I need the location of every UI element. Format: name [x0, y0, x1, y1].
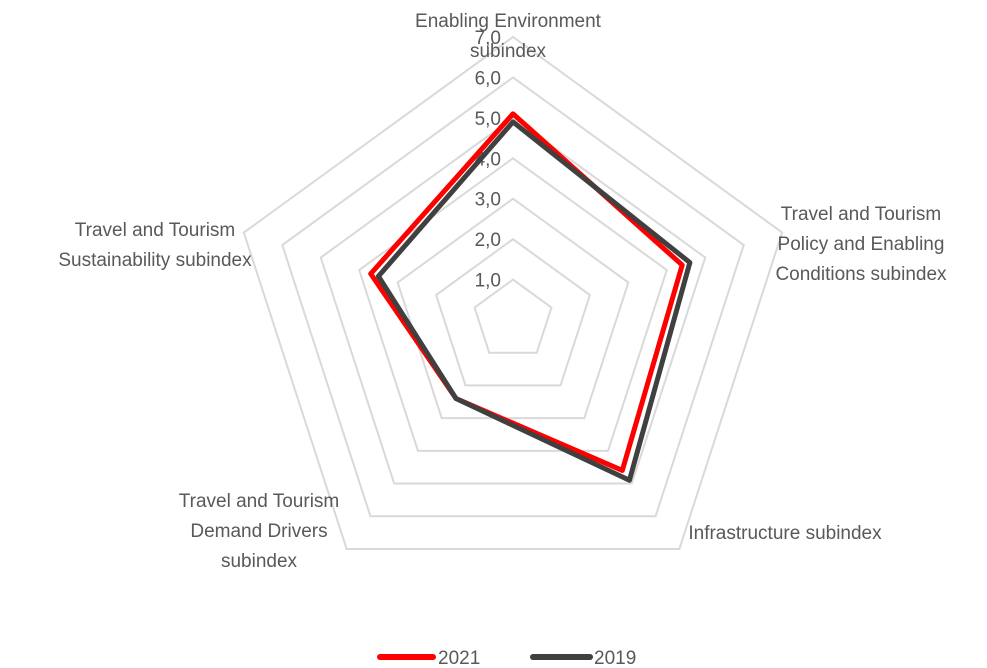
series-line-2021 [368, 111, 685, 473]
axis-label: Demand Drivers [190, 521, 327, 542]
tick-label: 4,0 [475, 149, 501, 170]
grid-ring-3 [396, 197, 630, 420]
axis-label: Infrastructure subindex [688, 523, 882, 544]
tick-label: 7,0 [475, 28, 501, 49]
legend-label-2019: 2019 [594, 648, 636, 668]
axis-label: Travel and Tourism [179, 491, 340, 512]
radial-tick-labels: 1,0 2,0 3,0 4,0 5,0 6,0 7,0 [475, 28, 501, 292]
axis-label: Travel and Tourism [75, 220, 236, 241]
radar-chart: 1,0 2,0 3,0 4,0 5,0 6,0 7,0 Enabling Environme… [58, 11, 947, 572]
axis-label: Conditions subindex [775, 264, 947, 285]
axis-label: subindex [470, 41, 547, 62]
grid-ring-2 [434, 237, 592, 387]
tick-label: 2,0 [475, 230, 501, 251]
grid-ring-7 [242, 35, 784, 550]
grid-ring-4 [358, 157, 668, 452]
axis-label: subindex [221, 551, 298, 572]
axis-label: Enabling Environment [415, 11, 602, 32]
grid-ring-5 [319, 116, 707, 485]
radar-series [368, 111, 693, 483]
legend: 2021 2019 [377, 648, 636, 668]
tick-label: 6,0 [475, 68, 501, 89]
axis-labels: Enabling Environment subindex Travel and T… [58, 11, 947, 572]
tick-label: 3,0 [475, 190, 501, 211]
radar-grid [242, 35, 784, 550]
tick-label: 1,0 [475, 271, 501, 292]
tick-label: 5,0 [475, 109, 501, 130]
series-line-2019 [375, 119, 693, 483]
grid-ring-1 [473, 278, 553, 354]
axis-label: Travel and Tourism [781, 204, 942, 225]
legend-label-2021: 2021 [438, 648, 480, 668]
axis-label: Policy and Enabling [778, 234, 945, 255]
grid-ring-6 [281, 76, 745, 518]
axis-label: Sustainability subindex [58, 250, 252, 271]
